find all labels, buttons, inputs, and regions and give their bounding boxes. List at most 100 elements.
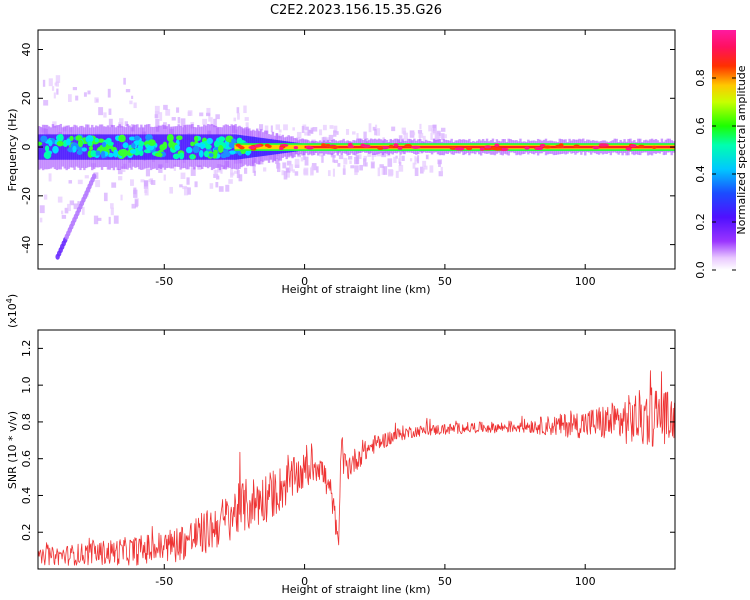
spectrogram-cell <box>94 97 99 103</box>
spectrogram-cell <box>294 171 299 176</box>
spectrogram-cell <box>202 118 208 125</box>
spectrogram-cell <box>110 207 114 216</box>
spectrogram-cell <box>395 170 399 178</box>
spectrogram-cell <box>391 126 396 132</box>
spectrogram-cell <box>441 133 445 141</box>
spectrogram-cell <box>524 146 530 150</box>
snr-y-multiplier-base: (x10 <box>6 303 19 328</box>
spectrogram-cell <box>113 149 119 158</box>
spectrogram-cell <box>57 196 63 203</box>
snr-y-multiplier: (x104) <box>5 294 19 328</box>
spectrogram-cell <box>103 192 108 202</box>
spectrogram-x-tick-label: 100 <box>575 275 596 288</box>
spectrogram-cell <box>214 140 220 148</box>
spectrogram-cell <box>244 167 248 174</box>
spectrogram-cell <box>345 129 350 135</box>
spectrogram-cell <box>61 210 64 215</box>
spectrogram-cell <box>337 163 341 167</box>
spectrogram-cell <box>173 164 176 171</box>
spectrogram-cell <box>197 165 202 170</box>
spectrogram-cell <box>312 127 318 132</box>
spectrogram-cell <box>108 118 113 128</box>
spectrogram-cell <box>484 145 492 149</box>
spectrogram-cell <box>245 122 249 127</box>
spectrogram-cell <box>419 123 422 130</box>
spectrogram-cell <box>296 131 302 138</box>
spectrogram-cell <box>375 128 381 136</box>
spectrogram-cell <box>494 143 500 147</box>
spectrogram-cell <box>233 117 237 122</box>
spectrogram-y-tick-label: -20 <box>20 187 33 205</box>
spectrogram-cell <box>321 143 326 147</box>
spectrogram-cell <box>414 156 417 165</box>
spectrogram-y-tick-label: 0 <box>20 144 33 151</box>
colorbar: 0.0 0.2 0.4 0.6 0.8 Normalized spectral ampl… <box>694 30 748 279</box>
spectrogram-cell <box>387 169 393 177</box>
spectrogram-cell <box>51 86 55 91</box>
spectrogram-cell <box>171 117 176 121</box>
spectrogram-cell <box>150 180 156 185</box>
colorbar-tick-label: 0.4 <box>694 165 707 183</box>
spectrogram-cell <box>220 166 223 174</box>
spectrogram-cell <box>154 105 160 115</box>
spectrogram-cell <box>292 127 295 131</box>
spectrogram-cell <box>84 175 89 179</box>
spectrogram-cell <box>307 129 311 136</box>
snr-x-tick-label: 0 <box>301 575 308 588</box>
spectrogram-cell <box>276 163 281 173</box>
spectrogram-cell <box>95 150 101 156</box>
spectrogram-cell <box>210 117 213 126</box>
spectrogram-cell <box>119 118 124 126</box>
spectrogram-cell <box>266 144 272 149</box>
colorbar-tick-label: 0.2 <box>694 213 707 231</box>
spectrogram-y-tick-label: 20 <box>20 91 33 105</box>
spectrogram-cell <box>283 171 288 180</box>
spectrogram-cell <box>270 125 273 133</box>
spectrogram-cell <box>437 130 441 136</box>
snr-frame <box>37 329 676 570</box>
spectrogram-cell <box>215 181 219 188</box>
spectrogram-cell <box>303 169 308 175</box>
spectrogram-cell <box>77 179 83 185</box>
spectrogram-cell <box>411 132 416 136</box>
spectrogram-cell <box>333 125 338 133</box>
snr-y-multiplier-close: ) <box>6 294 19 298</box>
spectrogram-cell <box>124 121 128 127</box>
spectrogram-cell <box>327 170 331 177</box>
spectrogram-cell <box>282 162 287 169</box>
spectrogram-cell <box>220 153 228 159</box>
spectrogram-cell <box>281 170 285 176</box>
figure-title: C2E2.2023.156.15.35.G26 <box>270 3 442 18</box>
spectrogram-cell <box>134 135 140 141</box>
spectrogram-cell <box>333 159 339 164</box>
spectrogram-cell <box>327 137 331 142</box>
spectrogram-cell <box>248 145 256 150</box>
spectrogram-cell <box>416 155 420 164</box>
spectrogram-panel: -50 0 50 100 -40 -20 0 20 40 Height of straight… <box>6 29 748 296</box>
spectrogram-cell <box>304 131 310 136</box>
spectrogram-cell <box>103 112 107 118</box>
spectrogram-cell <box>65 134 68 160</box>
spectrogram-cell <box>333 130 337 137</box>
spectrogram-cell <box>555 144 564 148</box>
spectrogram-y-ticks: -40 -20 0 20 40 <box>20 43 675 254</box>
spectrogram-cell <box>81 147 87 152</box>
spectrogram-cell <box>217 145 224 153</box>
spectrogram-cell <box>51 134 55 160</box>
spectrogram-cell <box>76 149 83 155</box>
spectrogram-cell <box>44 145 50 152</box>
spectrogram-cell <box>263 167 267 172</box>
spectrogram-cell <box>432 124 436 129</box>
spectrogram-cell <box>651 145 657 150</box>
snr-panel: -50 0 50 100 0.2 0.4 0.6 0.8 1.0 1.2 Height of s… <box>5 294 676 596</box>
spectrogram-cell <box>235 143 241 147</box>
spectrogram-cell <box>233 170 239 174</box>
colorbar-tick-label: 0.0 <box>694 261 707 279</box>
spectrogram-cell <box>57 134 61 160</box>
spectrogram-cell <box>87 134 90 160</box>
spectrogram-cell <box>190 167 196 176</box>
spectrogram-cell <box>57 133 64 142</box>
spectrogram-cell <box>236 137 243 145</box>
spectrogram-cell <box>311 163 317 171</box>
